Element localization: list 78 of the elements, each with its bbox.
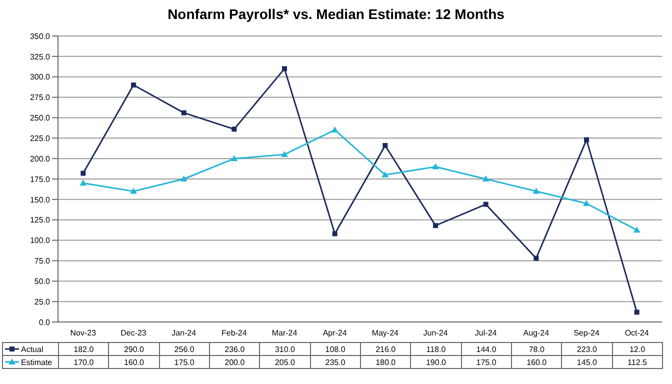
x-tick-label: Dec-23 <box>120 328 147 338</box>
y-tick-label: 100.0 <box>30 236 51 246</box>
x-tick-label: Jan-24 <box>172 328 197 338</box>
y-tick-label: 150.0 <box>30 195 51 204</box>
point <box>583 200 590 206</box>
y-tick-label: 75.0 <box>34 256 51 266</box>
point <box>80 180 87 186</box>
y-tick-label: 225.0 <box>30 134 51 143</box>
point <box>532 188 540 194</box>
data-label: 223.0 <box>562 342 612 356</box>
y-tick-label: 0.0 <box>38 318 51 327</box>
point <box>382 171 389 178</box>
x-tick-label: Feb-24 <box>221 328 248 338</box>
y-tick-label: 25.0 <box>34 297 51 306</box>
point <box>230 155 238 162</box>
data-label: 235.0 <box>310 356 360 368</box>
data-label: 290.0 <box>108 342 160 356</box>
data-label: 256.0 <box>159 342 210 356</box>
y-tick-label: 250.0 <box>30 114 51 123</box>
point <box>482 176 490 182</box>
x-tick-label: Jun-24 <box>423 328 448 338</box>
point <box>281 150 288 157</box>
x-tick-label: Apr-24 <box>322 328 348 338</box>
point <box>534 256 539 261</box>
data-label: 180.0 <box>360 356 411 368</box>
point <box>483 202 488 207</box>
y-tick-label: 125.0 <box>30 216 51 225</box>
data-label: 200.0 <box>209 356 260 368</box>
data-label: 182.0 <box>58 342 109 356</box>
x-tick-label: Aug-24 <box>523 328 550 338</box>
legend-label: Actual <box>21 344 44 354</box>
point <box>432 163 439 170</box>
x-tick-label: Nov-23 <box>70 328 97 338</box>
y-tick-label: 325.0 <box>30 52 51 62</box>
x-tick-label: Jul-24 <box>474 328 498 338</box>
point <box>180 176 188 182</box>
data-label: 160.0 <box>511 356 562 368</box>
x-tick-label: Sep-24 <box>574 328 600 338</box>
point <box>232 126 237 132</box>
chart-title: Nonfarm Payrolls* vs. Median Estimate: 12 Months <box>166 6 506 22</box>
y-tick-label: 275.0 <box>30 93 51 102</box>
point <box>181 110 186 116</box>
data-label: 216.0 <box>360 342 411 356</box>
point <box>634 310 640 315</box>
data-label: 145.0 <box>562 356 612 368</box>
data-label: 190.0 <box>410 356 462 368</box>
data-label: 78.0 <box>511 342 562 356</box>
point <box>382 142 388 148</box>
data-label: 144.0 <box>461 342 512 356</box>
point <box>130 188 137 194</box>
data-label: 160.0 <box>108 356 160 368</box>
point <box>633 226 640 233</box>
data-label: 310.0 <box>260 342 310 356</box>
legend-label: Estimate <box>21 358 52 366</box>
point <box>433 223 438 228</box>
point <box>584 137 589 142</box>
x-tick-label: Mar-24 <box>272 328 298 338</box>
point <box>80 170 86 176</box>
data-label: 205.0 <box>260 356 310 368</box>
data-label: 112.5 <box>612 356 662 368</box>
data-label: 118.0 <box>410 342 462 356</box>
y-tick-label: 350.0 <box>30 32 51 41</box>
data-label: 108.0 <box>310 342 360 356</box>
x-tick-label: May-24 <box>372 328 400 338</box>
data-label: 175.0 <box>159 356 210 368</box>
data-label: 12.0 <box>612 342 662 356</box>
data-label: 170.0 <box>58 356 109 368</box>
x-tick-label: Oct-24 <box>624 328 650 338</box>
y-tick-label: 50.0 <box>34 276 51 286</box>
point <box>332 231 338 236</box>
data-label: 175.0 <box>461 356 512 368</box>
point <box>131 82 136 88</box>
y-tick-label: 300.0 <box>30 72 51 82</box>
y-tick-label: 175.0 <box>30 174 51 184</box>
data-label: 236.0 <box>209 342 260 356</box>
point <box>282 66 287 72</box>
point <box>331 126 338 132</box>
y-tick-label: 200.0 <box>30 154 51 164</box>
